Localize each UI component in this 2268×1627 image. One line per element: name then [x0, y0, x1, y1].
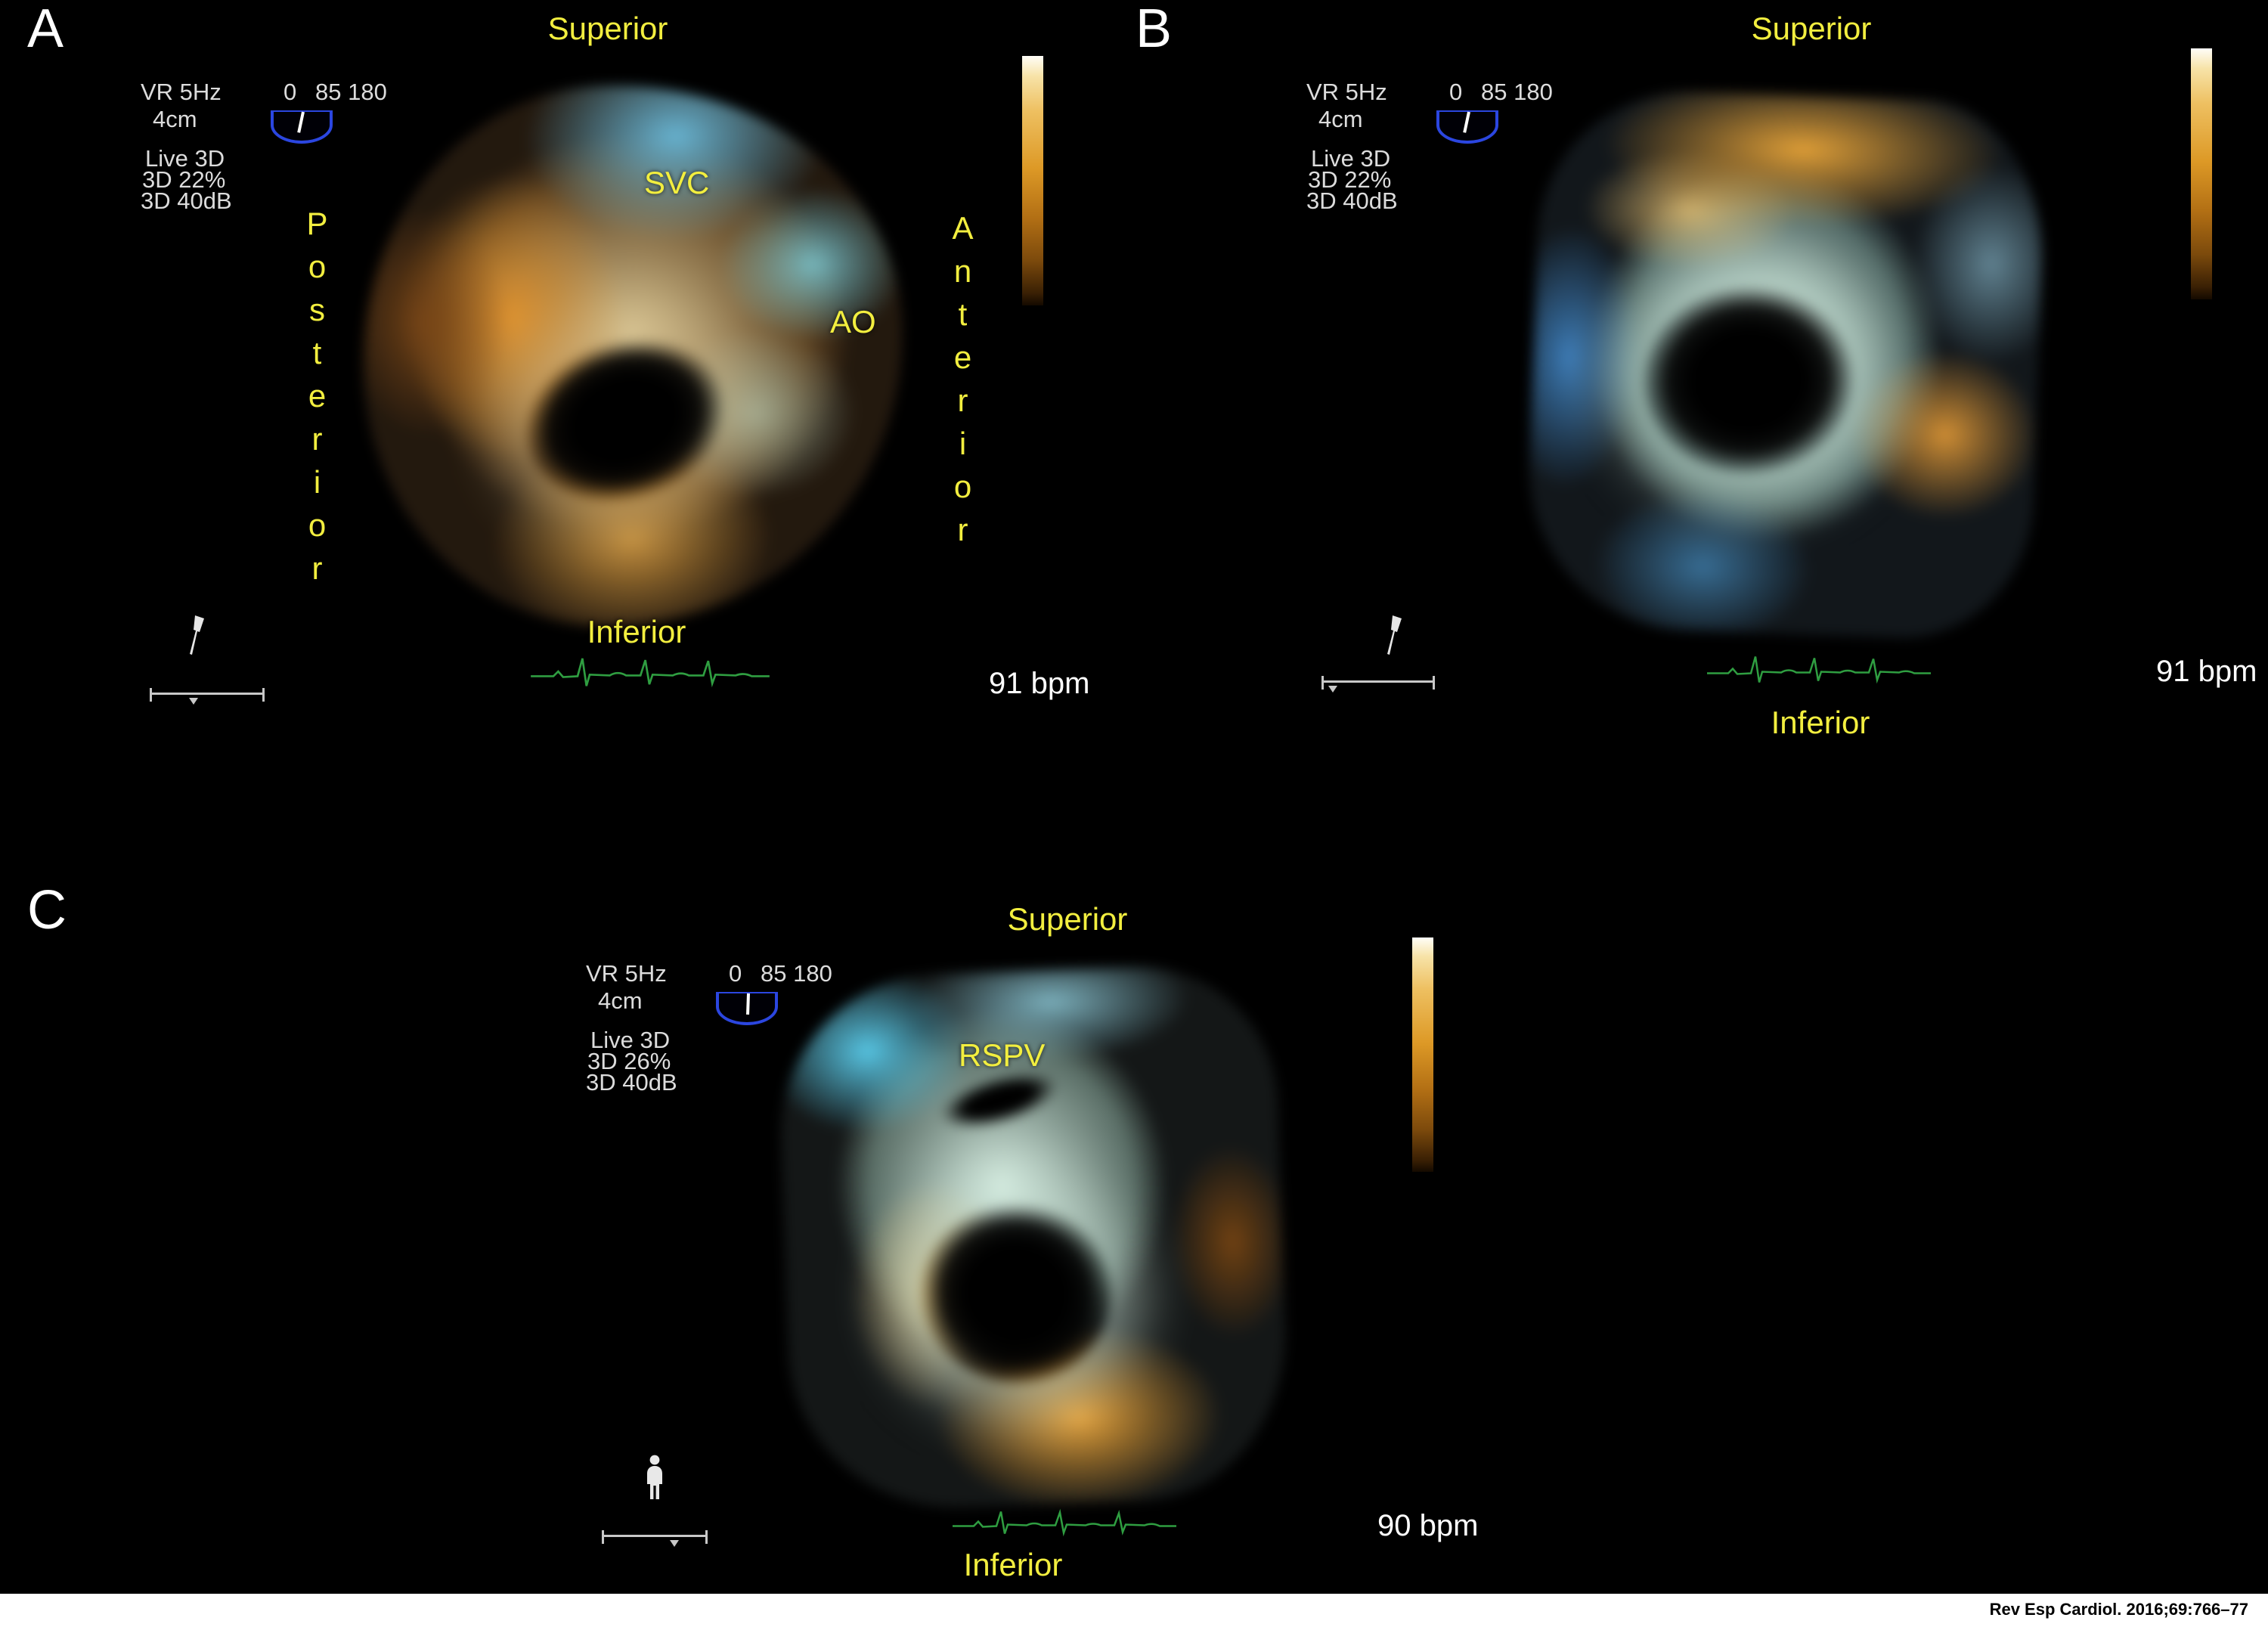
heart-rate: 91 bpm — [989, 667, 1090, 700]
annotation-rspv: RSPV — [959, 1037, 1046, 1073]
panel-label: C — [27, 880, 67, 941]
param-zero: 0 — [284, 79, 297, 105]
scale-ruler — [602, 1530, 708, 1547]
probe-icon — [1387, 615, 1402, 655]
param-zero: 0 — [1449, 79, 1463, 105]
echo-image — [1523, 86, 2048, 643]
param-depth: 4cm — [598, 987, 643, 1014]
ecg-trace — [1707, 656, 1931, 684]
echo-image — [349, 70, 918, 640]
panel-label: A — [27, 0, 64, 59]
param-vr: VR 5Hz — [141, 79, 222, 105]
ecg-trace — [953, 1508, 1176, 1537]
scale-ruler — [150, 688, 265, 705]
gain-colorbar — [1412, 937, 1433, 1172]
param-angles: 85 180 — [761, 960, 832, 987]
orientation-label-posterior: Posterior — [299, 206, 335, 593]
scale-ruler — [1321, 676, 1435, 693]
orientation-label-inferior: Inferior — [587, 614, 686, 649]
orientation-label-superior: Superior — [547, 11, 668, 46]
ecg-trace — [531, 658, 770, 688]
param-mode: Live 3D — [1311, 145, 1391, 172]
param-angles: 85 180 — [315, 79, 387, 105]
orientation-label-superior: Superior — [1751, 11, 1872, 46]
orientation-label-inferior: Inferior — [1771, 705, 1870, 740]
param-gain-db: 3D 40dB — [1306, 187, 1398, 214]
sector-orientation-icon — [716, 992, 778, 1025]
orientation-label-superior: Superior — [1007, 901, 1128, 937]
param-vr: VR 5Hz — [1306, 79, 1387, 105]
sector-orientation-icon — [271, 110, 333, 144]
param-gain-pct: 3D 22% — [142, 166, 226, 193]
param-angles: 85 180 — [1481, 79, 1553, 105]
orientation-label-inferior: Inferior — [963, 1547, 1063, 1582]
acquisition-params: VR 5Hz 0 85 180 4cm Live 3D 3D 22% 3D 40… — [1306, 79, 1669, 237]
param-gain-pct: 3D 26% — [587, 1048, 671, 1074]
acquisition-params: VR 5Hz 0 85 180 4cm Live 3D 3D 22% 3D 40… — [141, 79, 503, 237]
param-zero: 0 — [729, 960, 742, 987]
annotation-ao: AO — [830, 304, 876, 339]
panel-label: B — [1136, 0, 1173, 59]
acquisition-params: VR 5Hz 0 85 180 4cm Live 3D 3D 26% 3D 40… — [586, 960, 949, 1119]
param-depth: 4cm — [1318, 106, 1363, 132]
heart-rate: 91 bpm — [2156, 655, 2257, 688]
param-gain-db: 3D 40dB — [586, 1069, 677, 1096]
param-gain-db: 3D 40dB — [141, 187, 232, 214]
orientation-label-anterior: Anterior — [945, 210, 981, 555]
annotation-svc: SVC — [644, 165, 710, 200]
param-gain-pct: 3D 22% — [1308, 166, 1392, 193]
sector-orientation-icon — [1436, 110, 1498, 144]
citation-text: Rev Esp Cardiol. 2016;69:766–77 — [1989, 1600, 2248, 1619]
gain-colorbar — [1022, 56, 1043, 305]
gain-colorbar — [2191, 48, 2212, 299]
param-mode: Live 3D — [590, 1027, 671, 1053]
param-depth: 4cm — [153, 106, 197, 132]
heart-rate: 90 bpm — [1377, 1509, 1479, 1542]
probe-icon — [190, 615, 204, 655]
param-mode: Live 3D — [145, 145, 225, 172]
param-vr: VR 5Hz — [586, 960, 667, 987]
citation-bar: Rev Esp Cardiol. 2016;69:766–77 — [0, 1591, 2268, 1627]
person-icon — [647, 1455, 662, 1499]
